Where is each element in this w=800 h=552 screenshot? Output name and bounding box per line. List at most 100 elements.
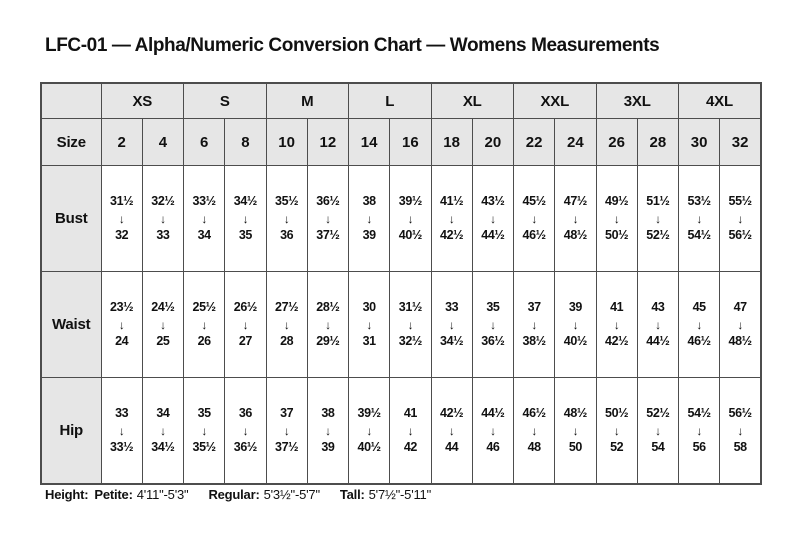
- alpha-header-l: L: [348, 82, 432, 119]
- bust-cell-28: 51½ ↓ 52½: [636, 165, 680, 272]
- measurement-range: 23½ ↓ 24: [102, 299, 142, 349]
- down-arrow-icon: ↓: [366, 423, 372, 438]
- range-from: 38: [362, 193, 377, 208]
- down-arrow-icon: ↓: [531, 211, 537, 226]
- range-to: 52½: [646, 227, 670, 242]
- waist-cell-2: 23½ ↓ 24: [100, 271, 143, 378]
- range-from: 43½: [481, 193, 505, 208]
- bust-cell-26: 49½ ↓ 50½: [595, 165, 638, 272]
- measurement-range: 24½ ↓ 25: [143, 299, 183, 349]
- hip-row-label: Hip: [40, 377, 102, 485]
- down-arrow-icon: ↓: [737, 423, 743, 438]
- range-to: 39: [362, 227, 377, 242]
- range-to: 39: [321, 439, 335, 454]
- measurement-range: 47½ ↓ 48½: [555, 193, 595, 243]
- measurement-range: 45 ↓ 46½: [679, 300, 719, 349]
- size-cell-14: 14: [347, 118, 391, 166]
- hip-cell-18: 42½ ↓ 44: [430, 377, 473, 485]
- range-from: 26½: [233, 299, 258, 314]
- range-from: 45½: [522, 193, 547, 208]
- range-to: 35: [238, 227, 253, 242]
- down-arrow-icon: ↓: [448, 211, 455, 226]
- hip-cell-32: 56½ ↓ 58: [719, 377, 762, 485]
- measurement-range: 37 ↓ 38½: [514, 300, 554, 349]
- down-arrow-icon: ↓: [366, 211, 372, 226]
- size-cell-8: 8: [224, 118, 267, 166]
- down-arrow-icon: ↓: [696, 211, 702, 226]
- down-arrow-icon: ↓: [325, 211, 331, 226]
- down-arrow-icon: ↓: [325, 423, 331, 438]
- range-from: 55½: [728, 193, 753, 208]
- bust-cell-18: 41½ ↓ 42½: [430, 165, 473, 272]
- alpha-header-s: S: [183, 82, 267, 119]
- down-arrow-icon: ↓: [201, 317, 207, 332]
- conversion-table: XS S M L XL XXL 3XL 4XL Size 2 4 6 8 10 12 14 16 18 20 22 24…: [40, 82, 762, 485]
- range-from: 33: [445, 299, 459, 314]
- bust-cell-6: 33½ ↓ 34: [182, 165, 226, 272]
- size-cell-4: 4: [141, 118, 185, 166]
- bust-cell-14: 38 ↓ 39: [347, 165, 391, 272]
- range-from: 24½: [151, 299, 175, 314]
- measurement-range: 39½ ↓ 40½: [349, 406, 389, 455]
- size-cell-24: 24: [554, 118, 597, 166]
- measurement-range: 31½ ↓ 32: [102, 194, 142, 243]
- down-arrow-icon: ↓: [366, 317, 372, 332]
- measurement-range: 35 ↓ 36½: [473, 300, 513, 349]
- size-cell-18: 18: [430, 118, 473, 166]
- measurement-range: 36½ ↓ 37½: [308, 194, 348, 243]
- range-from: 34½: [233, 193, 258, 208]
- hip-cell-14: 39½ ↓ 40½: [347, 377, 391, 485]
- down-arrow-icon: ↓: [572, 211, 579, 226]
- range-to: 42½: [605, 333, 629, 348]
- waist-cell-10: 27½ ↓ 28: [265, 271, 308, 378]
- down-arrow-icon: ↓: [737, 211, 743, 226]
- range-to: 48: [527, 439, 542, 454]
- range-from: 38: [321, 405, 335, 420]
- down-arrow-icon: ↓: [325, 317, 331, 332]
- hip-cell-26: 50½ ↓ 52: [595, 377, 638, 485]
- measurement-range: 26½ ↓ 27: [225, 299, 265, 349]
- hip-cell-20: 44½ ↓ 46: [471, 377, 515, 485]
- size-cell-28: 28: [636, 118, 680, 166]
- range-to: 44½: [481, 227, 505, 242]
- down-arrow-icon: ↓: [283, 317, 290, 332]
- range-from: 50½: [605, 405, 629, 420]
- down-arrow-icon: ↓: [490, 211, 496, 226]
- range-to: 28: [280, 333, 294, 348]
- range-to: 54: [651, 439, 665, 454]
- down-arrow-icon: ↓: [242, 423, 249, 438]
- measurement-range: 39 ↓ 40½: [555, 300, 595, 349]
- height-segment-value: 4'11"-5'3": [136, 487, 189, 502]
- waist-cell-24: 39 ↓ 40½: [554, 271, 597, 378]
- range-from: 31½: [398, 299, 423, 314]
- measurement-range: 54½ ↓ 56: [679, 406, 719, 455]
- height-segment-value: 5'3½"-5'7": [263, 487, 320, 502]
- hip-cell-24: 48½ ↓ 50: [554, 377, 597, 485]
- hip-cell-4: 34 ↓ 34½: [141, 377, 185, 485]
- range-to: 56½: [728, 227, 753, 242]
- down-arrow-icon: ↓: [613, 423, 620, 438]
- measurement-range: 34½ ↓ 35: [225, 193, 265, 243]
- waist-cell-14: 30 ↓ 31: [347, 271, 391, 378]
- measurement-range: 27½ ↓ 28: [267, 300, 307, 349]
- bust-cell-16: 39½ ↓ 40½: [389, 165, 432, 272]
- waist-cell-30: 45 ↓ 46½: [677, 271, 721, 378]
- range-to: 58: [733, 439, 748, 454]
- range-from: 46½: [522, 405, 547, 420]
- alpha-header-m: M: [265, 82, 349, 119]
- range-from: 47½: [563, 193, 588, 208]
- down-arrow-icon: ↓: [655, 317, 661, 332]
- range-to: 40½: [563, 333, 588, 348]
- range-to: 46½: [522, 227, 547, 242]
- height-segment-label: Petite:: [94, 487, 133, 502]
- waist-cell-28: 43 ↓ 44½: [636, 271, 680, 378]
- down-arrow-icon: ↓: [407, 211, 414, 226]
- size-cell-22: 22: [512, 118, 556, 166]
- hip-cell-10: 37 ↓ 37½: [265, 377, 308, 485]
- size-cell-20: 20: [471, 118, 515, 166]
- bust-cell-8: 34½ ↓ 35: [224, 165, 267, 272]
- waist-cell-22: 37 ↓ 38½: [512, 271, 556, 378]
- range-from: 23½: [110, 299, 134, 314]
- range-to: 44: [445, 439, 459, 454]
- down-arrow-icon: ↓: [490, 317, 496, 332]
